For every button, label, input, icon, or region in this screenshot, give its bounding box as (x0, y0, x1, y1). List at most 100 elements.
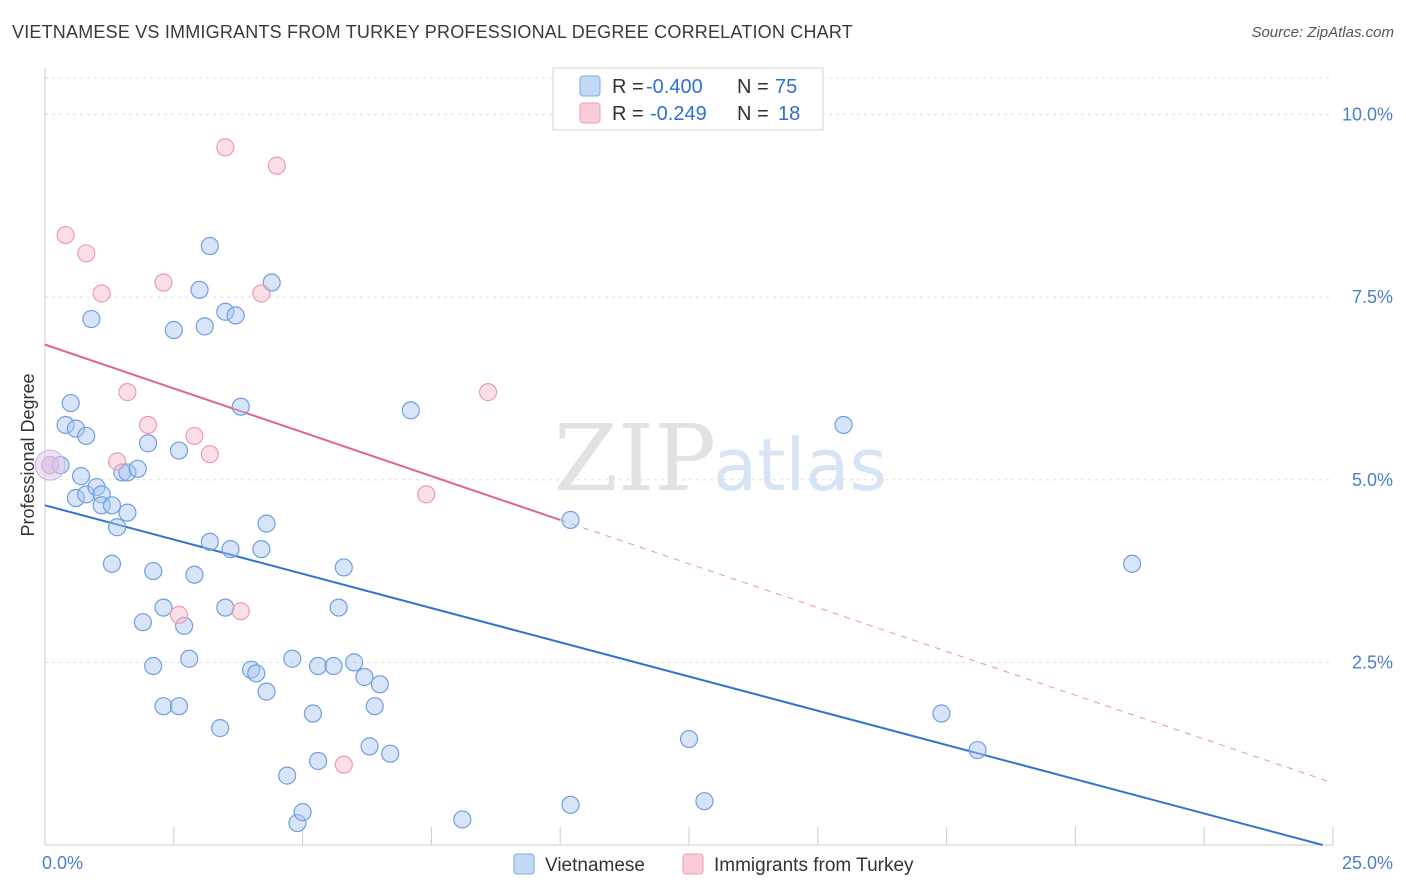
data-point-vietnamese (932, 704, 951, 723)
data-point-vietnamese (561, 510, 580, 530)
trend-line-extension (560, 519, 1334, 784)
data-point-vietnamese (334, 558, 353, 577)
data-point-vietnamese (370, 675, 389, 694)
grid-lines (45, 77, 1333, 663)
data-point-vietnamese (365, 697, 384, 716)
data-point-vietnamese (695, 792, 714, 811)
data-point-vietnamese (200, 532, 219, 551)
data-point-vietnamese (133, 613, 152, 632)
data-point-vietnamese (61, 393, 80, 413)
source-credit: Source: ZipAtlas.com (1251, 24, 1394, 41)
data-point-turkey (92, 284, 111, 303)
data-point-vietnamese (66, 488, 86, 508)
bottom-legend-label-vietnamese: Vietnamese (545, 855, 645, 876)
data-point-vietnamese (303, 704, 323, 723)
data-point-vietnamese (113, 463, 132, 482)
data-point-vietnamese (128, 459, 147, 478)
data-point-vietnamese (355, 667, 374, 687)
bottom-legend: Vietnamese Immigrants from Turkey (513, 853, 914, 876)
watermark-atlas: atlas (713, 423, 887, 507)
data-point-vietnamese (381, 744, 400, 763)
data-point-vietnamese (66, 419, 86, 438)
data-point-vietnamese (144, 561, 163, 581)
data-point-vietnamese (679, 729, 699, 749)
data-point-vietnamese (180, 649, 199, 668)
data-point-vietnamese (329, 598, 348, 617)
data-point-turkey (77, 244, 96, 263)
data-point-vietnamese (118, 503, 137, 522)
data-point-vietnamese (968, 740, 987, 760)
data-point-turkey (478, 383, 498, 402)
data-point-vietnamese (345, 653, 364, 672)
data-point-vietnamese (283, 649, 302, 668)
data-point-turkey (108, 452, 127, 471)
data-point-vietnamese (561, 795, 580, 814)
watermark: ZIP atlas (554, 405, 887, 512)
legend-n-value: 75 (775, 76, 797, 98)
tick-labels: 2.5% 5.0% 7.5% 10.0% 0.0% 25.0% (42, 105, 1393, 873)
trend-line (44, 343, 561, 521)
legend-n-value: 18 (778, 103, 800, 125)
legend-r-value: -0.249 (650, 103, 707, 125)
data-point-vietnamese (195, 317, 214, 336)
data-point-vietnamese (164, 320, 183, 340)
data-point-turkey (138, 415, 158, 435)
y-tick-label: 2.5% (1352, 652, 1393, 672)
data-point-vietnamese (278, 766, 297, 785)
data-point-vietnamese (834, 415, 853, 435)
x-tick-label: 0.0% (42, 853, 83, 873)
y-tick-label: 5.0% (1352, 470, 1393, 490)
data-point-vietnamese (257, 514, 276, 533)
bottom-legend-swatch-turkey (682, 853, 704, 875)
legend-r-label: R = (612, 76, 644, 98)
data-point-vietnamese (211, 719, 230, 738)
data-point-turkey (56, 225, 75, 245)
data-point-vietnamese (252, 540, 271, 559)
data-point-vietnamese (257, 682, 276, 701)
data-point-vietnamese (288, 813, 307, 833)
chart-title: VIETNAMESE VS IMMIGRANTS FROM TURKEY PRO… (12, 22, 853, 42)
y-tick-label: 10.0% (1342, 105, 1393, 125)
data-point-vietnamese (293, 803, 312, 822)
data-point-vietnamese (175, 616, 194, 635)
bottom-legend-swatch-vietnamese (513, 853, 535, 875)
data-point-vietnamese (92, 496, 111, 515)
data-point-vietnamese (231, 397, 250, 416)
data-point-turkey (118, 383, 137, 402)
trend-lines (44, 343, 1334, 846)
data-point-turkey (267, 156, 286, 175)
data-point-vietnamese (1122, 554, 1142, 573)
data-point-vietnamese (71, 467, 91, 486)
data-point-vietnamese (138, 434, 158, 453)
data-point-vietnamese (216, 302, 235, 321)
data-point-vietnamese (108, 518, 127, 537)
data-point-vietnamese (154, 697, 173, 716)
y-axis-title: Professional Degree (18, 373, 38, 536)
legend-swatch-turkey (579, 102, 601, 124)
y-tick-label: 7.5% (1352, 287, 1393, 307)
data-point-vietnamese (82, 309, 101, 329)
legend-r-value: -0.400 (646, 76, 703, 98)
data-points (34, 138, 1142, 833)
data-point-cluster (34, 449, 66, 481)
data-point-vietnamese (453, 810, 472, 829)
data-point-vietnamese (247, 664, 266, 683)
data-point-vietnamese (169, 441, 189, 460)
data-point-vietnamese (190, 280, 209, 299)
data-point-vietnamese (77, 426, 96, 446)
trend-line (44, 504, 1323, 846)
legend-swatch-vietnamese (579, 75, 601, 97)
data-point-turkey (334, 755, 353, 774)
legend-r-label: R = (612, 103, 644, 125)
data-point-turkey (200, 445, 219, 464)
data-point-vietnamese (102, 554, 122, 573)
data-point-vietnamese (216, 598, 235, 617)
data-point-turkey (154, 273, 173, 292)
data-point-vietnamese (226, 306, 245, 325)
data-point-vietnamese (185, 565, 204, 584)
watermark-zip: ZIP (554, 405, 716, 512)
data-point-vietnamese (308, 751, 328, 771)
data-point-turkey (231, 602, 250, 621)
data-point-turkey (216, 138, 235, 157)
